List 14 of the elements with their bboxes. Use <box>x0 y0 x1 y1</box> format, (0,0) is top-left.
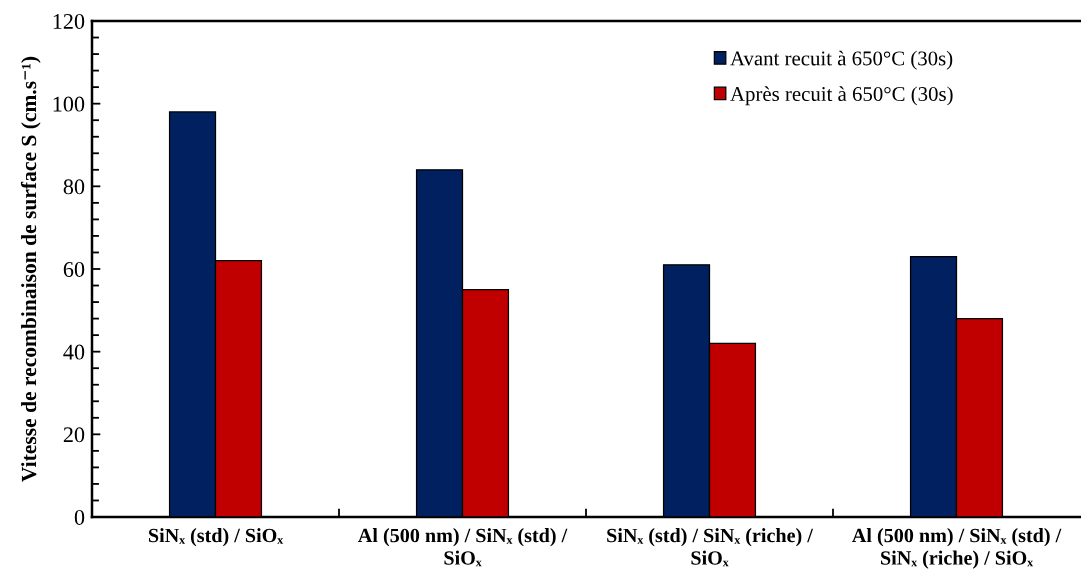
y-tick-label: 20 <box>63 427 85 443</box>
legend-label: Avant recuit à 650°C (30s) <box>730 50 953 70</box>
x-tick-label: SiNₓ (std) / SiNₓ (riche) / SiOₓ <box>607 528 814 567</box>
y-axis-title: Vitesse de recombinaison de surface S (cm.s⁻¹) <box>20 56 41 482</box>
y-tick-label: 0 <box>74 509 85 525</box>
legend-label: Après recuit à 650°C (30s) <box>730 86 953 106</box>
y-tick-label: 120 <box>53 13 85 29</box>
x-tick-label: Al (500 nm) / SiNₓ (std) / SiOₓ <box>358 528 568 567</box>
y-tick-label: 80 <box>63 179 85 195</box>
x-tick-label: SiNₓ (std) / SiOₓ <box>148 528 284 547</box>
y-tick-label: 100 <box>53 96 85 112</box>
y-tick-label: 40 <box>63 344 85 360</box>
y-tick-label: 60 <box>63 261 85 277</box>
x-tick-label: Al (500 nm) / SiNₓ (std) / SiNₓ (riche) / SiOₓ <box>852 528 1062 569</box>
